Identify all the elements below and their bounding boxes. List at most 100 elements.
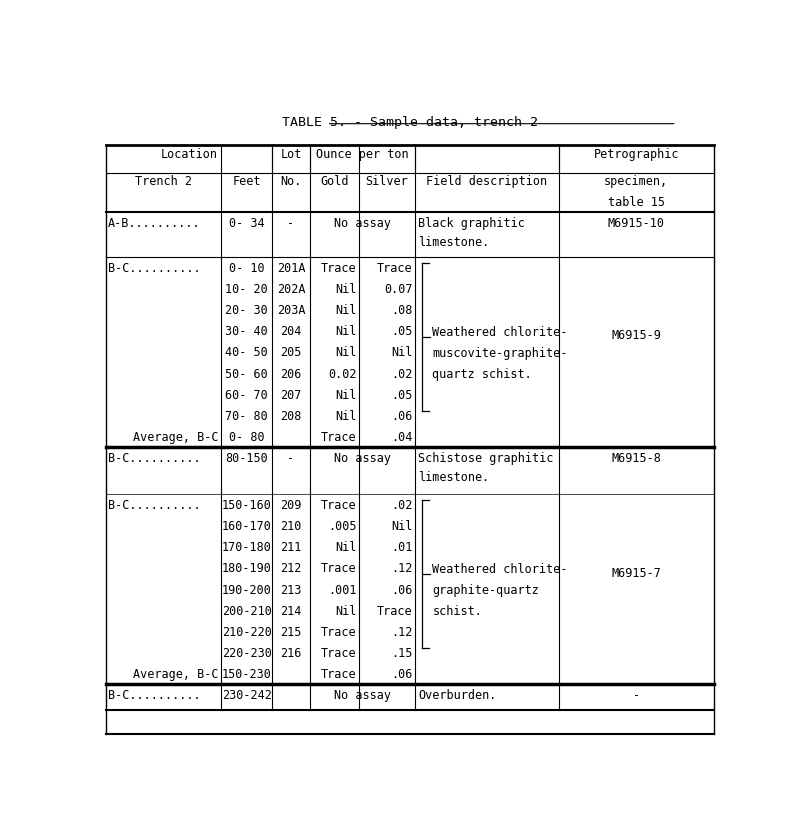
Text: Nil: Nil bbox=[335, 304, 357, 317]
Text: quartz schist.: quartz schist. bbox=[432, 368, 532, 381]
Text: 205: 205 bbox=[280, 347, 302, 360]
Text: .06: .06 bbox=[391, 410, 413, 423]
Text: 70- 80: 70- 80 bbox=[226, 410, 268, 423]
Text: .04: .04 bbox=[391, 431, 413, 444]
Text: Field description: Field description bbox=[426, 175, 547, 188]
Text: 20- 30: 20- 30 bbox=[226, 304, 268, 317]
Text: 10- 20: 10- 20 bbox=[226, 283, 268, 296]
Text: Schistose graphitic: Schistose graphitic bbox=[418, 452, 554, 466]
Text: 0.07: 0.07 bbox=[384, 283, 413, 296]
Text: .15: .15 bbox=[391, 647, 413, 660]
Text: 180-190: 180-190 bbox=[222, 562, 271, 576]
Text: 0- 80: 0- 80 bbox=[229, 431, 265, 444]
Text: 30- 40: 30- 40 bbox=[226, 326, 268, 338]
Text: Nil: Nil bbox=[335, 283, 357, 296]
Text: Nil: Nil bbox=[335, 541, 357, 554]
Text: TABLE 5. - Sample data, trench 2: TABLE 5. - Sample data, trench 2 bbox=[282, 116, 538, 129]
Text: No assay: No assay bbox=[334, 217, 390, 231]
Text: 170-180: 170-180 bbox=[222, 541, 271, 554]
Text: Nil: Nil bbox=[335, 347, 357, 360]
Text: limestone.: limestone. bbox=[418, 471, 490, 484]
Text: .001: .001 bbox=[328, 584, 357, 596]
Text: No assay: No assay bbox=[334, 452, 390, 466]
Text: Trace: Trace bbox=[321, 647, 357, 660]
Text: graphite-quartz: graphite-quartz bbox=[432, 584, 539, 596]
Text: Feet: Feet bbox=[232, 175, 261, 188]
Text: B-C..........: B-C.......... bbox=[108, 452, 201, 466]
Text: 212: 212 bbox=[280, 562, 302, 576]
Text: 60- 70: 60- 70 bbox=[226, 389, 268, 402]
Text: Nil: Nil bbox=[391, 520, 413, 533]
Text: 210-220: 210-220 bbox=[222, 626, 271, 639]
Text: 0- 34: 0- 34 bbox=[229, 217, 265, 231]
Text: 40- 50: 40- 50 bbox=[226, 347, 268, 360]
Text: .01: .01 bbox=[391, 541, 413, 554]
Text: Black graphitic: Black graphitic bbox=[418, 217, 525, 231]
Text: Gold: Gold bbox=[320, 175, 349, 188]
Text: .005: .005 bbox=[328, 520, 357, 533]
Text: 209: 209 bbox=[280, 499, 302, 511]
Text: 211: 211 bbox=[280, 541, 302, 554]
Text: 50- 60: 50- 60 bbox=[226, 367, 268, 381]
Text: No.: No. bbox=[280, 175, 302, 188]
Text: 80-150: 80-150 bbox=[226, 452, 268, 466]
Text: 202A: 202A bbox=[277, 283, 306, 296]
Text: -: - bbox=[287, 217, 294, 231]
Text: M6915-9: M6915-9 bbox=[611, 330, 662, 342]
Text: Silver: Silver bbox=[366, 175, 409, 188]
Text: 220-230: 220-230 bbox=[222, 647, 271, 660]
Text: limestone.: limestone. bbox=[418, 237, 490, 249]
Text: Trace: Trace bbox=[377, 262, 413, 275]
Text: Location: Location bbox=[161, 148, 218, 161]
Text: 150-160: 150-160 bbox=[222, 499, 271, 511]
Text: 200-210: 200-210 bbox=[222, 605, 271, 618]
Text: .12: .12 bbox=[391, 562, 413, 576]
Text: M6915-10: M6915-10 bbox=[608, 217, 665, 231]
Text: M6915-8: M6915-8 bbox=[611, 452, 662, 466]
Text: Weathered chlorite-: Weathered chlorite- bbox=[432, 562, 568, 576]
Text: 0- 10: 0- 10 bbox=[229, 262, 265, 275]
Text: Nil: Nil bbox=[391, 347, 413, 360]
Text: Overburden.: Overburden. bbox=[418, 690, 497, 702]
Text: 190-200: 190-200 bbox=[222, 584, 271, 596]
Text: Nil: Nil bbox=[335, 410, 357, 423]
Text: 208: 208 bbox=[280, 410, 302, 423]
Text: A-B..........: A-B.......... bbox=[108, 217, 201, 231]
Text: Trace: Trace bbox=[377, 605, 413, 618]
Text: 204: 204 bbox=[280, 326, 302, 338]
Text: Trace: Trace bbox=[321, 562, 357, 576]
Text: B-C..........: B-C.......... bbox=[108, 499, 201, 511]
Text: No assay: No assay bbox=[334, 690, 390, 702]
Text: table 15: table 15 bbox=[608, 197, 665, 209]
Text: Nil: Nil bbox=[335, 326, 357, 338]
Text: M6915-7: M6915-7 bbox=[611, 566, 662, 580]
Text: Trace: Trace bbox=[321, 626, 357, 639]
Text: Trace: Trace bbox=[321, 431, 357, 444]
Text: 203A: 203A bbox=[277, 304, 306, 317]
Text: B-C..........: B-C.......... bbox=[108, 262, 201, 275]
Text: Trace: Trace bbox=[321, 262, 357, 275]
Text: 230-242: 230-242 bbox=[222, 690, 271, 702]
Text: -: - bbox=[633, 690, 640, 702]
Text: Lot: Lot bbox=[280, 148, 302, 161]
Text: B-C..........: B-C.......... bbox=[108, 690, 201, 702]
Text: specimen,: specimen, bbox=[604, 175, 668, 188]
Text: Nil: Nil bbox=[335, 389, 357, 402]
Text: .02: .02 bbox=[391, 367, 413, 381]
Text: -: - bbox=[287, 452, 294, 466]
Text: Average, B-C: Average, B-C bbox=[133, 668, 218, 681]
Text: 150-230: 150-230 bbox=[222, 668, 271, 681]
Text: 214: 214 bbox=[280, 605, 302, 618]
Text: 216: 216 bbox=[280, 647, 302, 660]
Text: .06: .06 bbox=[391, 668, 413, 681]
Text: 206: 206 bbox=[280, 367, 302, 381]
Text: Trace: Trace bbox=[321, 668, 357, 681]
Text: .12: .12 bbox=[391, 626, 413, 639]
Text: Average, B-C: Average, B-C bbox=[133, 431, 218, 444]
Text: .08: .08 bbox=[391, 304, 413, 317]
Text: .06: .06 bbox=[391, 584, 413, 596]
Text: Trace: Trace bbox=[321, 499, 357, 511]
Text: 215: 215 bbox=[280, 626, 302, 639]
Text: .05: .05 bbox=[391, 326, 413, 338]
Text: 201A: 201A bbox=[277, 262, 306, 275]
